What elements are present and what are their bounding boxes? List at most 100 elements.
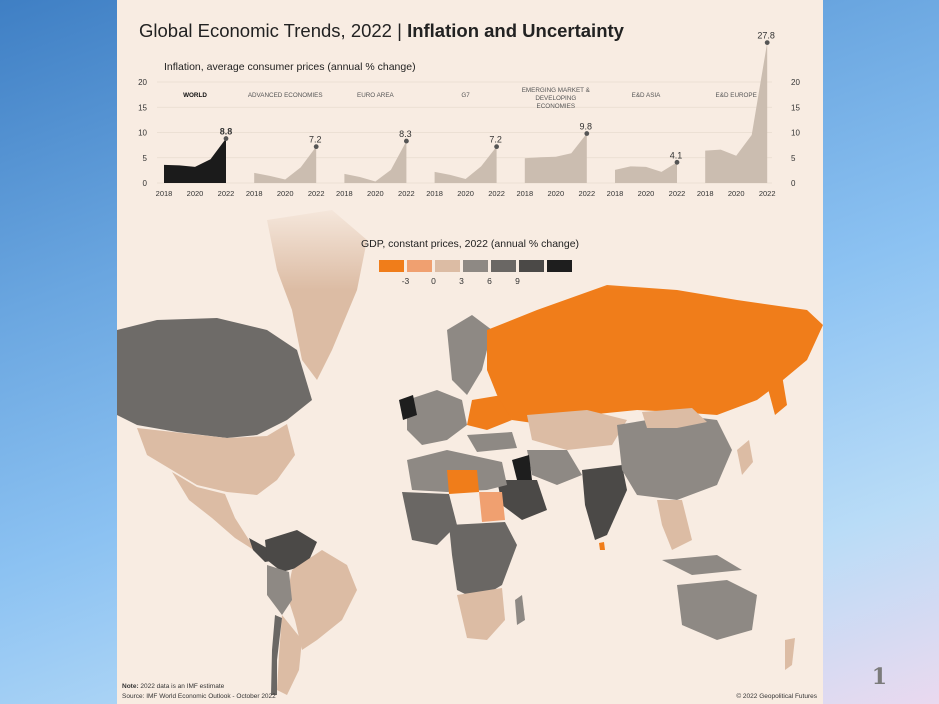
inflation-end-dot-1 bbox=[313, 144, 319, 150]
gdp-legend-swatch bbox=[519, 260, 544, 272]
map-peru bbox=[267, 565, 292, 615]
map-usa bbox=[137, 424, 295, 495]
map-mexico bbox=[172, 472, 267, 552]
map-libya bbox=[447, 470, 479, 494]
x-tick-label: 2018 bbox=[697, 189, 714, 198]
inflation-area-5 bbox=[615, 162, 677, 183]
title-main: Global Economic Trends, 2022 | bbox=[139, 20, 408, 41]
y-tick-label-right: 0 bbox=[791, 179, 796, 188]
y-tick-label-right: 20 bbox=[791, 78, 800, 87]
series-name-6: E&D EUROPE bbox=[716, 92, 757, 99]
source: Source: IMF World Economic Outlook - Oct… bbox=[122, 693, 276, 700]
map-ukraine bbox=[467, 395, 512, 430]
y-tick-label-right: 10 bbox=[791, 129, 800, 138]
map-new-zealand bbox=[785, 638, 795, 670]
y-tick-label-left: 5 bbox=[143, 154, 148, 163]
note-text: 2022 data is an IMF estimate bbox=[138, 683, 225, 690]
inflation-end-dot-4 bbox=[584, 131, 590, 136]
x-tick-label: 2018 bbox=[156, 189, 173, 198]
gdp-color-legend: -3 0 3 6 9 bbox=[379, 260, 572, 286]
map-southern-africa bbox=[457, 588, 505, 640]
y-tick-label-right: 5 bbox=[791, 154, 796, 163]
series-name-3: G7 bbox=[461, 92, 470, 99]
map-brazil bbox=[287, 550, 357, 650]
map-china bbox=[617, 415, 732, 500]
x-tick-label: 2018 bbox=[336, 189, 353, 198]
inflation-area-3 bbox=[434, 146, 497, 183]
x-tick-label: 2020 bbox=[728, 189, 745, 198]
inflation-value-label-6: 27.8 bbox=[757, 31, 775, 41]
x-tick-label: 2020 bbox=[547, 189, 564, 198]
map-madagascar bbox=[515, 595, 525, 625]
x-tick-label: 2020 bbox=[638, 189, 655, 198]
map-australia bbox=[677, 580, 757, 640]
inflation-value-label-2: 8.3 bbox=[399, 129, 412, 139]
map-iran bbox=[527, 450, 582, 485]
x-tick-label: 2020 bbox=[367, 189, 384, 198]
series-name-4: EMERGING MARKET & bbox=[522, 87, 591, 94]
inflation-value-label-5: 4.1 bbox=[670, 150, 683, 160]
inflation-value-label-3: 7.2 bbox=[489, 135, 502, 145]
x-tick-label: 2022 bbox=[578, 189, 595, 198]
map-russia bbox=[487, 285, 823, 425]
series-name-4: DEVELOPING bbox=[535, 95, 576, 102]
map-indonesia bbox=[662, 555, 742, 575]
map-chile bbox=[271, 615, 282, 695]
inflation-area-0 bbox=[164, 138, 226, 183]
map-japan bbox=[737, 440, 753, 475]
map-canada bbox=[117, 318, 312, 438]
page-title: Global Economic Trends, 2022 | Inflation… bbox=[139, 20, 624, 42]
map-kamchatka bbox=[767, 375, 787, 415]
gdp-legend-title: GDP, constant prices, 2022 (annual % cha… bbox=[360, 238, 580, 250]
gdp-legend-tick: 0 bbox=[431, 276, 436, 286]
gdp-legend-tick: -3 bbox=[402, 276, 410, 286]
map-ireland-uk bbox=[399, 395, 417, 420]
map-saudi-arabia bbox=[497, 480, 547, 520]
map-scandinavia bbox=[447, 315, 492, 395]
world-gdp-map bbox=[117, 200, 823, 695]
series-name-0: WORLD bbox=[183, 92, 207, 99]
inflation-value-label-1: 7.2 bbox=[309, 135, 322, 145]
copyright: © 2022 Geopolitical Futures bbox=[736, 693, 817, 700]
x-tick-label: 2022 bbox=[488, 189, 505, 198]
gdp-legend-tick: 6 bbox=[487, 276, 492, 286]
map-western-europe bbox=[407, 390, 467, 445]
inflation-area-2 bbox=[344, 141, 407, 183]
inflation-end-dot-5 bbox=[674, 159, 680, 165]
x-tick-label: 2022 bbox=[398, 189, 415, 198]
x-tick-label: 2022 bbox=[218, 189, 235, 198]
gdp-legend-swatch bbox=[379, 260, 404, 272]
map-turkey bbox=[467, 432, 517, 452]
x-tick-label: 2018 bbox=[246, 189, 263, 198]
x-tick-label: 2018 bbox=[516, 189, 533, 198]
gdp-legend-swatch bbox=[491, 260, 516, 272]
x-tick-label: 2018 bbox=[426, 189, 443, 198]
gdp-legend-tick: 9 bbox=[515, 276, 520, 286]
inflation-value-label-4: 9.8 bbox=[580, 122, 593, 132]
gdp-legend-swatch bbox=[547, 260, 572, 272]
map-west-africa bbox=[402, 492, 457, 545]
y-tick-label-left: 20 bbox=[138, 78, 147, 87]
map-mongolia bbox=[642, 408, 707, 428]
x-tick-label: 2018 bbox=[607, 189, 624, 198]
x-tick-label: 2022 bbox=[308, 189, 325, 198]
inflation-area-1 bbox=[254, 146, 317, 183]
map-iraq bbox=[512, 455, 532, 480]
series-name-4: ECONOMIES bbox=[537, 103, 576, 110]
inflation-area-6 bbox=[705, 42, 768, 183]
series-name-1: ADVANCED ECONOMIES bbox=[248, 92, 323, 99]
inflation-value-label-0: 8.8 bbox=[220, 127, 233, 137]
map-southeast-asia bbox=[657, 500, 692, 550]
inflation-chart-label: Inflation, average consumer prices (annu… bbox=[164, 61, 416, 73]
slide-number: 1 bbox=[871, 664, 887, 690]
x-tick-label: 2020 bbox=[187, 189, 204, 198]
y-tick-label-left: 15 bbox=[138, 103, 147, 112]
inflation-end-dot-0 bbox=[223, 136, 229, 141]
map-sri-lanka bbox=[599, 542, 605, 550]
x-tick-label: 2022 bbox=[759, 189, 776, 198]
infographic-slide: Global Economic Trends, 2022 | Inflation… bbox=[117, 0, 823, 704]
gdp-legend-swatch bbox=[435, 260, 460, 272]
inflation-end-dot-3 bbox=[494, 144, 499, 150]
gdp-legend-tick: 3 bbox=[459, 276, 464, 286]
